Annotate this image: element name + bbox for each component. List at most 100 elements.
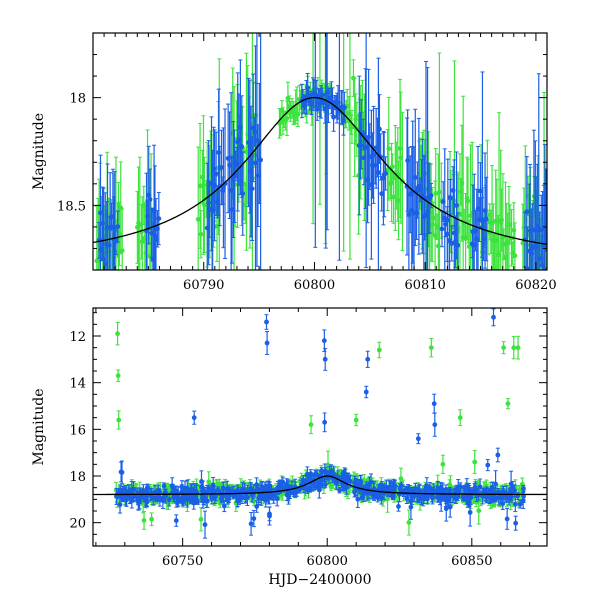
data-point bbox=[454, 151, 459, 260]
marker-1 bbox=[455, 242, 461, 248]
data-point bbox=[389, 153, 395, 180]
data-point bbox=[156, 191, 162, 246]
marker-0 bbox=[512, 253, 518, 259]
data-point bbox=[478, 162, 483, 220]
marker-1 bbox=[358, 143, 363, 149]
marker-1 bbox=[412, 175, 418, 180]
marker-0 bbox=[440, 461, 446, 467]
data-point bbox=[235, 72, 241, 212]
data-point bbox=[377, 94, 382, 164]
marker-0 bbox=[149, 516, 155, 522]
data-point bbox=[149, 512, 155, 527]
marker-0 bbox=[353, 417, 359, 423]
marker-0 bbox=[539, 272, 544, 277]
marker-0 bbox=[501, 345, 507, 351]
marker-0 bbox=[472, 459, 478, 465]
data-point bbox=[515, 335, 521, 360]
marker-1 bbox=[305, 85, 311, 91]
data-point bbox=[251, 509, 257, 528]
marker-1 bbox=[240, 191, 246, 197]
marker-1 bbox=[213, 171, 219, 177]
data-point bbox=[284, 100, 290, 137]
data-point bbox=[198, 507, 204, 532]
data-point bbox=[440, 454, 446, 474]
marker-1 bbox=[145, 213, 151, 219]
marker-1 bbox=[376, 170, 381, 175]
marker-1 bbox=[543, 207, 547, 213]
marker-0 bbox=[116, 417, 122, 423]
plot-frame bbox=[92, 32, 548, 271]
data-point bbox=[397, 78, 403, 219]
marker-0 bbox=[476, 508, 482, 514]
marker-1 bbox=[219, 165, 224, 170]
marker-1 bbox=[383, 171, 389, 176]
data-point bbox=[511, 336, 517, 360]
y-tick-label: 18 bbox=[69, 92, 86, 107]
marker-0 bbox=[198, 231, 204, 237]
data-point bbox=[115, 369, 121, 382]
marker-1 bbox=[341, 117, 346, 123]
model-curve bbox=[93, 96, 547, 246]
data-point bbox=[383, 156, 389, 191]
marker-0 bbox=[511, 345, 517, 351]
marker-0 bbox=[386, 146, 392, 152]
marker-1 bbox=[106, 242, 112, 248]
marker-0 bbox=[398, 476, 404, 482]
marker-0 bbox=[515, 345, 521, 351]
marker-1 bbox=[258, 157, 264, 163]
data-point bbox=[147, 168, 153, 231]
marker-1 bbox=[341, 105, 347, 110]
marker-1 bbox=[222, 181, 228, 187]
data-point bbox=[141, 510, 147, 530]
marker-0 bbox=[115, 373, 121, 379]
x-tick-label: 60790 bbox=[183, 278, 224, 293]
marker-1 bbox=[314, 106, 320, 112]
marker-1 bbox=[454, 203, 459, 208]
data-point bbox=[198, 210, 204, 259]
marker-1 bbox=[528, 251, 534, 257]
data-point bbox=[341, 91, 347, 124]
data-point bbox=[222, 108, 228, 259]
data-point bbox=[501, 341, 507, 355]
marker-1 bbox=[249, 186, 255, 192]
data-point bbox=[119, 208, 125, 270]
data-point bbox=[376, 341, 382, 359]
data-point bbox=[457, 409, 463, 427]
data-point bbox=[543, 168, 547, 252]
marker-0 bbox=[465, 198, 471, 204]
data-point bbox=[353, 413, 359, 427]
marker-1 bbox=[447, 195, 453, 201]
marker-1 bbox=[428, 193, 434, 198]
marker-0 bbox=[115, 331, 120, 337]
data-point bbox=[366, 68, 371, 206]
marker-0 bbox=[397, 146, 403, 151]
data-point bbox=[346, 95, 352, 131]
marker-1 bbox=[483, 216, 489, 222]
marker-1 bbox=[524, 266, 530, 270]
marker-0 bbox=[484, 212, 490, 218]
data-point bbox=[484, 139, 490, 270]
data-point bbox=[412, 108, 418, 247]
marker-0 bbox=[201, 182, 206, 188]
marker-0 bbox=[195, 216, 201, 222]
data-point bbox=[472, 450, 478, 474]
marker-1 bbox=[211, 166, 217, 172]
x-tick-label: 60810 bbox=[405, 278, 446, 293]
data-point bbox=[152, 165, 158, 270]
marker-0 bbox=[433, 191, 439, 196]
marker-1 bbox=[377, 126, 382, 132]
marker-1 bbox=[478, 188, 483, 194]
marker-0 bbox=[141, 517, 147, 523]
data-point bbox=[376, 57, 381, 270]
marker-0 bbox=[376, 347, 382, 353]
marker-1 bbox=[251, 516, 257, 521]
data-point bbox=[433, 148, 439, 239]
plot-area bbox=[93, 33, 547, 277]
x-tick-label: 60820 bbox=[515, 278, 556, 293]
data-point bbox=[116, 410, 122, 430]
marker-1 bbox=[206, 200, 212, 206]
marker-1 bbox=[542, 266, 547, 270]
data-point bbox=[410, 120, 416, 264]
x-tick-label: 60800 bbox=[294, 278, 335, 293]
marker-0 bbox=[457, 415, 463, 421]
